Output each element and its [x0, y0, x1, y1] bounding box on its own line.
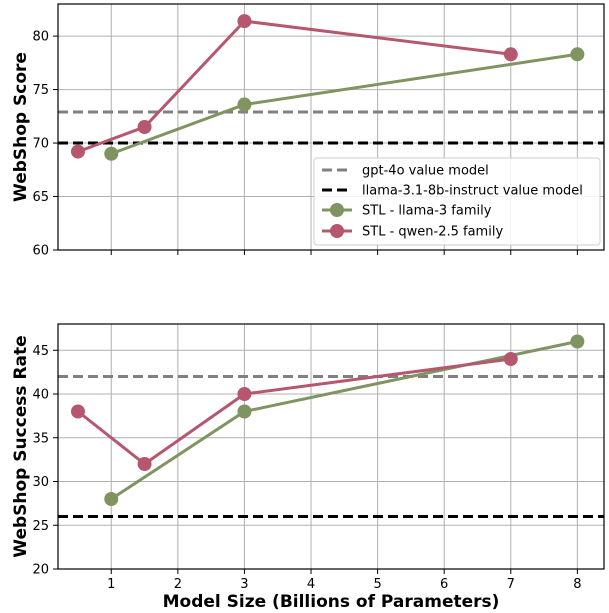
data-point-qwen-2.5 [503, 352, 518, 366]
data-point-qwen-2.5 [137, 120, 152, 134]
y-tick-label: 40 [32, 388, 49, 403]
data-point-llama-3 [570, 47, 585, 62]
data-point-llama-3 [104, 492, 119, 506]
x-tick-label: 8 [573, 577, 581, 592]
y-tick-label: 30 [32, 475, 49, 490]
data-point-llama-3 [570, 334, 585, 349]
y-tick-label: 80 [32, 30, 49, 45]
data-point-qwen-2.5 [237, 387, 252, 401]
x-tick-label: 1 [107, 577, 115, 592]
data-point-qwen-2.5 [137, 457, 152, 471]
series-line-llama-3 [110, 52, 578, 156]
legend-marker-swatch [330, 203, 344, 217]
y-tick-label: 65 [32, 190, 49, 205]
legend-box [313, 157, 601, 246]
y-tick-label: 75 [32, 83, 49, 98]
data-point-qwen-2.5 [70, 404, 85, 419]
data-point-qwen-2.5 [70, 144, 85, 159]
x-tick-label: 6 [440, 577, 448, 592]
y-axis-title: WebShop Success Rate [11, 335, 31, 557]
legend-label: STL - qwen-2.5 family [362, 225, 503, 240]
y-tick-label: 45 [32, 344, 49, 359]
y-tick-label: 35 [32, 431, 49, 446]
x-tick-label: 5 [373, 577, 381, 592]
legend: gpt-4o value model llama-3.1-8b-instruct … [313, 157, 601, 246]
x-tick-label: 2 [174, 577, 182, 592]
y-tick-label: 25 [32, 519, 49, 534]
legend-label: STL - llama-3 family [362, 204, 492, 219]
plot-frame [57, 3, 605, 251]
x-tick-label: 3 [240, 577, 248, 592]
data-point-llama-3 [104, 146, 119, 161]
y-tick-label: 20 [32, 563, 49, 578]
x-tick-label: 4 [307, 577, 315, 592]
y-tick-label: 60 [32, 244, 49, 259]
plot-frame [57, 323, 605, 570]
data-point-llama-3 [237, 97, 252, 112]
y-axis-title: WebShop Score [11, 52, 31, 202]
legend-label: llama-3.1-8b-instruct value model [362, 184, 583, 199]
x-axis-title: Model Size (Billions of Parameters) [163, 592, 500, 612]
x-tick-label: 7 [507, 577, 515, 592]
legend-marker-swatch [330, 224, 344, 238]
series-line-qwen-2.5 [77, 357, 511, 466]
series-line-qwen-2.5 [77, 19, 511, 154]
y-tick-label: 70 [32, 137, 49, 152]
data-point-qwen-2.5 [237, 14, 252, 29]
data-point-llama-3 [237, 404, 252, 419]
legend-label: gpt-4o value model [362, 164, 489, 179]
data-point-qwen-2.5 [503, 47, 518, 62]
